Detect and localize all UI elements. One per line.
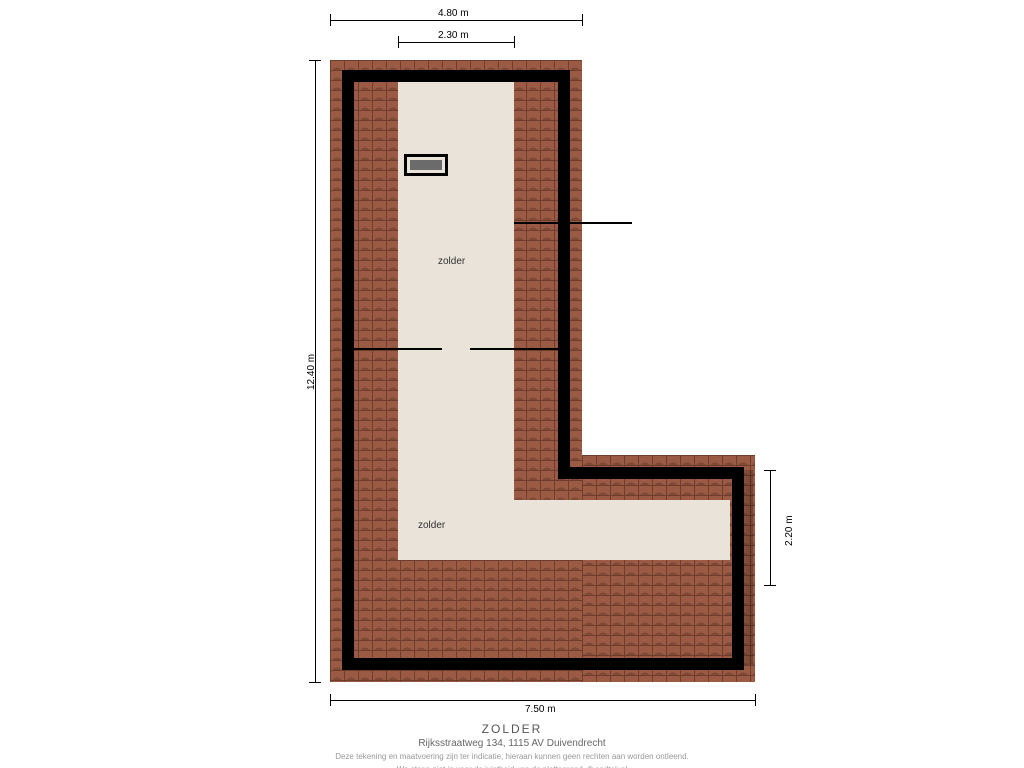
dim-left-t2 bbox=[309, 682, 321, 683]
beam-upper-right bbox=[514, 222, 632, 224]
dim-bottom-line bbox=[330, 700, 755, 701]
wall-bottom bbox=[342, 658, 744, 670]
dim-right-t1 bbox=[764, 470, 776, 471]
wall-top bbox=[342, 70, 570, 82]
dim-top-outer-t2 bbox=[582, 14, 583, 26]
dim-top-outer-t1 bbox=[330, 14, 331, 26]
dim-top-inner-line bbox=[398, 42, 514, 43]
wall-right-upper bbox=[558, 70, 570, 467]
dim-left-t1 bbox=[309, 60, 321, 61]
caption-address: Rijksstraatweg 134, 1115 AV Duivendrecht bbox=[0, 738, 1024, 749]
roof-extension bbox=[582, 455, 755, 682]
room-label-upper: zolder bbox=[438, 256, 465, 267]
dim-top-inner-label: 2.30 m bbox=[438, 30, 469, 41]
wall-ext-right bbox=[732, 467, 744, 670]
caption-disclaimer-1: Deze tekening en maatvoering zijn ter in… bbox=[0, 752, 1024, 762]
dim-bottom-t2 bbox=[755, 694, 756, 706]
dim-bottom-label: 7.50 m bbox=[525, 704, 556, 715]
dim-right-line bbox=[770, 470, 771, 585]
floor-corridor-horizontal bbox=[398, 500, 730, 560]
dim-top-outer-line bbox=[330, 20, 582, 21]
beam-right bbox=[470, 348, 570, 350]
wall-left bbox=[342, 70, 354, 670]
dim-top-outer-label: 4.80 m bbox=[438, 8, 469, 19]
caption-title: ZOLDER bbox=[0, 722, 1024, 736]
skylight-glass bbox=[410, 160, 442, 170]
floorplan-stage: zolder zolder 4.80 m 2.30 m 12.40 m 2.20… bbox=[0, 0, 1024, 768]
room-label-lower: zolder bbox=[418, 520, 445, 531]
dim-top-inner-t2 bbox=[514, 36, 515, 48]
dim-bottom-t1 bbox=[330, 694, 331, 706]
caption-block: ZOLDER Rijksstraatweg 134, 1115 AV Duive… bbox=[0, 722, 1024, 768]
dim-right-label: 2.20 m bbox=[784, 515, 795, 546]
dim-right-t2 bbox=[764, 585, 776, 586]
beam-left bbox=[354, 348, 442, 350]
dim-left-label: 12.40 m bbox=[306, 354, 317, 390]
wall-ext-top bbox=[558, 467, 744, 479]
dim-top-inner-t1 bbox=[398, 36, 399, 48]
